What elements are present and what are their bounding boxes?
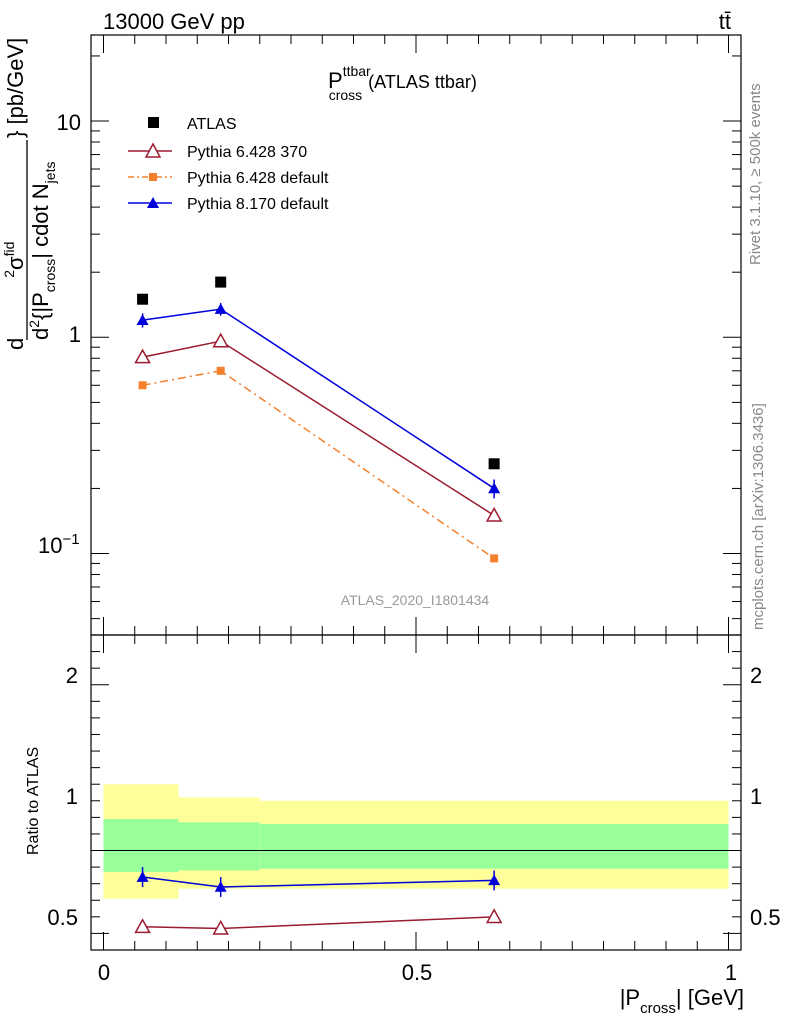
ratio-p8-default-point xyxy=(214,881,227,892)
main-p6_370-line xyxy=(142,340,495,517)
main-ytick-01: 10−1 xyxy=(38,531,80,558)
main-plot-panel: 10 1 10−1 ATLAS_2020_I1801434 Pttbar cros… xyxy=(38,34,742,636)
legend-p6-default-marker xyxy=(149,173,157,181)
ratio-p6-370-point xyxy=(485,908,503,924)
ratio-plot-frame xyxy=(90,634,742,951)
rivet-label: Rivet 3.1.10, ≥ 500k events xyxy=(747,83,764,265)
main-ylabel-line2: d2{|Pcross| cdot Njets xyxy=(26,162,58,340)
ratio-series-group xyxy=(134,867,503,935)
main-p8-default-point xyxy=(488,482,501,494)
energy-label: 13000 GeV pp xyxy=(103,9,245,34)
ratio-band-inner xyxy=(259,824,729,869)
process-label: tt̄ xyxy=(719,9,731,34)
xtick-1: 1 xyxy=(725,960,737,985)
ratio-axis-ticks xyxy=(91,634,741,951)
main-p6_default-line xyxy=(142,369,495,559)
plot-title: Pttbar cross(ATLAS ttbar) xyxy=(328,63,477,103)
main-ylabel-unit: } [pb/GeV] xyxy=(3,38,28,138)
ratio-ytick-2-right: 2 xyxy=(750,663,762,688)
main-p6-default-point xyxy=(490,554,499,563)
main-p8-default-point xyxy=(136,314,149,325)
legend-p6-370-marker xyxy=(144,142,162,158)
main-ytick-10: 10 xyxy=(57,110,81,135)
main-p6-370-point xyxy=(134,348,151,364)
main-ylabel-line1: d2σfid xyxy=(1,242,28,350)
main-p6-370-point xyxy=(485,506,503,522)
xtick-05: 0.5 xyxy=(402,960,433,985)
legend: ATLAS Pythia 6.428 370 Pythia 6.428 defa… xyxy=(128,116,329,213)
legend-p8-default-label: Pythia 8.170 default xyxy=(187,196,329,213)
source-label: mcplots.cern.ch [arXiv:1306.3436] xyxy=(750,403,767,630)
xtick-0: 0 xyxy=(98,960,110,985)
main-atlas-point xyxy=(137,293,149,305)
ratio-p6_370-line xyxy=(142,916,495,930)
ratio-ytick-05-left: 0.5 xyxy=(47,905,78,930)
ratio-uncertainty-bands xyxy=(103,784,729,899)
ratio-band-inner xyxy=(103,819,179,873)
legend-p8-default-marker xyxy=(147,197,159,208)
ratio-p6-370-point xyxy=(212,919,229,935)
analysis-label: ATLAS_2020_I1801434 xyxy=(341,592,490,608)
legend-atlas-label: ATLAS xyxy=(187,116,237,133)
legend-p6-370-label: Pythia 6.428 370 xyxy=(187,144,307,161)
ratio-ytick-1-left: 1 xyxy=(66,784,78,809)
legend-p6-default-label: Pythia 6.428 default xyxy=(187,170,329,187)
ratio-p8-default-point xyxy=(136,871,149,882)
main-p6-370-point xyxy=(212,332,229,348)
main-axis-ticks xyxy=(91,35,741,635)
ratio-p6-370-point xyxy=(134,918,151,934)
main-atlas-point xyxy=(488,458,500,470)
main-ylabel: d2σfid d2{|Pcross| cdot Njets } [pb/GeV] xyxy=(1,38,58,350)
ratio-ytick-1-right: 1 xyxy=(750,784,762,809)
main-p8_default-line xyxy=(142,308,495,490)
ratio-ytick-05-right: 0.5 xyxy=(750,905,781,930)
ratio-band-inner xyxy=(178,822,260,871)
main-atlas-point xyxy=(215,276,227,288)
main-p8-default-point xyxy=(214,303,227,314)
ratio-plot-panel: 2 1 0.5 2 1 0.5 Ratio to ATLAS 0 0.5 1 |… xyxy=(25,634,781,1017)
ratio-ytick-2-left: 2 xyxy=(66,663,78,688)
ratio-ylabel: Ratio to ATLAS xyxy=(25,747,42,855)
ratio-p8-default-point xyxy=(488,874,501,886)
main-p6-default-point xyxy=(216,366,225,375)
main-ytick-1: 1 xyxy=(69,322,81,347)
xlabel: |Pcross| [GeV] xyxy=(620,985,744,1017)
main-p6-default-point xyxy=(138,381,147,390)
main-series-group xyxy=(134,276,503,563)
legend-atlas-marker xyxy=(148,117,159,128)
